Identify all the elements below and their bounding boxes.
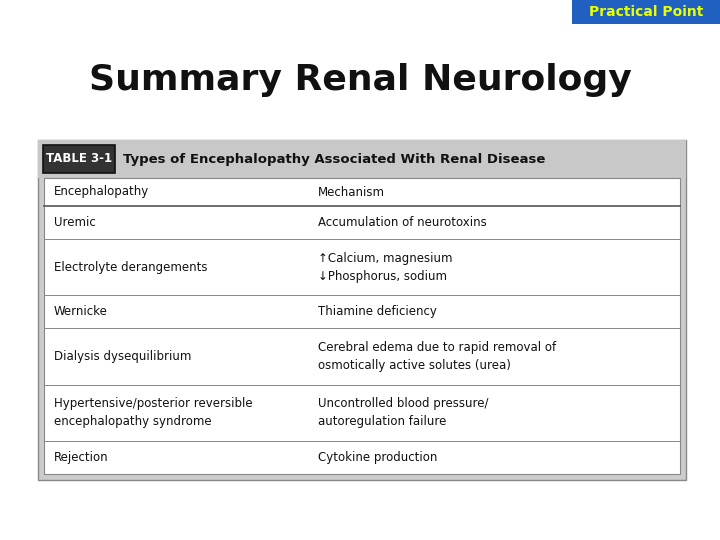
Text: Wernicke: Wernicke [54, 305, 108, 318]
Text: Encephalopathy: Encephalopathy [54, 186, 149, 199]
Text: Practical Point: Practical Point [589, 5, 703, 19]
Text: Cerebral edema due to rapid removal of
osmotically active solutes (urea): Cerebral edema due to rapid removal of o… [318, 341, 556, 372]
Text: Types of Encephalopathy Associated With Renal Disease: Types of Encephalopathy Associated With … [123, 152, 545, 165]
Text: Mechanism: Mechanism [318, 186, 385, 199]
Text: TABLE 3-1: TABLE 3-1 [46, 152, 112, 165]
Text: Thiamine deficiency: Thiamine deficiency [318, 305, 437, 318]
Text: Hypertensive/posterior reversible
encephalopathy syndrome: Hypertensive/posterior reversible enceph… [54, 397, 253, 428]
Text: Accumulation of neurotoxins: Accumulation of neurotoxins [318, 216, 487, 229]
Text: Summary Renal Neurology: Summary Renal Neurology [89, 63, 631, 97]
Bar [572, 0, 720, 24]
Text: Cytokine production: Cytokine production [318, 451, 437, 464]
Text: Uremic: Uremic [54, 216, 96, 229]
Bar [38, 140, 686, 178]
Bar [38, 140, 686, 480]
Text: Rejection: Rejection [54, 451, 109, 464]
Text: Dialysis dysequilibrium: Dialysis dysequilibrium [54, 350, 192, 363]
Bar [43, 145, 115, 173]
Text: ↑Calcium, magnesium
↓Phosphorus, sodium: ↑Calcium, magnesium ↓Phosphorus, sodium [318, 252, 452, 282]
Text: Uncontrolled blood pressure/
autoregulation failure: Uncontrolled blood pressure/ autoregulat… [318, 397, 488, 428]
Bar [44, 178, 680, 474]
Text: Electrolyte derangements: Electrolyte derangements [54, 261, 207, 274]
